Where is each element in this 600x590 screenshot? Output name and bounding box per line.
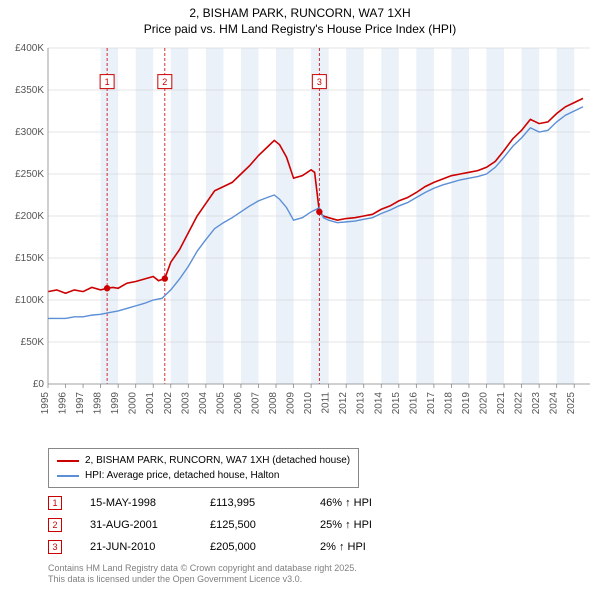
svg-text:2019: 2019: [461, 392, 472, 415]
legend-row: HPI: Average price, detached house, Halt…: [57, 468, 350, 483]
svg-text:£150K: £150K: [15, 253, 44, 264]
sale-date: 21-JUN-2010: [90, 541, 210, 553]
sale-date: 31-AUG-2001: [90, 519, 210, 531]
svg-text:£0: £0: [33, 379, 45, 390]
title-subtitle: Price paid vs. HM Land Registry's House …: [0, 22, 600, 38]
svg-text:2005: 2005: [215, 392, 226, 415]
sale-delta: 46% ↑ HPI: [320, 497, 430, 509]
svg-text:2016: 2016: [408, 392, 419, 415]
svg-text:2014: 2014: [373, 392, 384, 415]
svg-text:2020: 2020: [479, 392, 490, 415]
chart-container: 2, BISHAM PARK, RUNCORN, WA7 1XH Price p…: [0, 0, 600, 590]
svg-text:2011: 2011: [321, 392, 332, 414]
svg-text:2017: 2017: [426, 392, 437, 415]
svg-text:2002: 2002: [163, 392, 174, 415]
svg-text:2021: 2021: [496, 392, 507, 415]
svg-text:2010: 2010: [303, 392, 314, 415]
svg-text:3: 3: [317, 77, 322, 87]
svg-text:2006: 2006: [233, 392, 244, 415]
chart: £0 £50K £100K £150K £200K £250K £300K £350K £400…: [0, 42, 600, 442]
svg-text:2000: 2000: [128, 392, 139, 415]
sale-date: 15-MAY-1998: [90, 497, 210, 509]
svg-text:1996: 1996: [58, 392, 69, 415]
svg-text:£200K: £200K: [15, 211, 44, 222]
svg-text:1999: 1999: [110, 392, 121, 415]
svg-text:£350K: £350K: [15, 85, 44, 96]
footer: Contains HM Land Registry data © Crown c…: [48, 563, 357, 586]
sale-delta: 25% ↑ HPI: [320, 519, 430, 531]
chart-svg: £0 £50K £100K £150K £200K £250K £300K £350K £400…: [0, 42, 600, 442]
sales-row: 3 21-JUN-2010£205,0002% ↑ HPI: [48, 536, 430, 558]
svg-text:2023: 2023: [531, 392, 542, 415]
footer-line1: Contains HM Land Registry data © Crown c…: [48, 563, 357, 575]
svg-text:£300K: £300K: [15, 127, 44, 138]
sale-price: £113,995: [210, 497, 320, 509]
sales-row: 2 31-AUG-2001£125,50025% ↑ HPI: [48, 514, 430, 536]
svg-text:£100K: £100K: [15, 295, 44, 306]
sale-price: £205,000: [210, 541, 320, 553]
svg-text:2022: 2022: [514, 392, 525, 415]
svg-text:2015: 2015: [391, 392, 402, 415]
title-block: 2, BISHAM PARK, RUNCORN, WA7 1XH Price p…: [0, 0, 600, 37]
svg-text:2004: 2004: [198, 392, 209, 415]
svg-text:2018: 2018: [443, 392, 454, 415]
svg-text:£50K: £50K: [21, 337, 45, 348]
svg-text:2025: 2025: [566, 392, 577, 415]
legend-label: HPI: Average price, detached house, Halt…: [85, 468, 279, 483]
svg-text:1998: 1998: [93, 392, 104, 415]
svg-text:2007: 2007: [250, 392, 261, 415]
legend-row: 2, BISHAM PARK, RUNCORN, WA7 1XH (detach…: [57, 453, 350, 468]
svg-text:£250K: £250K: [15, 169, 44, 180]
svg-text:2001: 2001: [145, 392, 156, 415]
svg-text:2008: 2008: [268, 392, 279, 415]
legend-label: 2, BISHAM PARK, RUNCORN, WA7 1XH (detach…: [85, 453, 350, 468]
svg-text:2012: 2012: [338, 392, 349, 415]
svg-text:£400K: £400K: [15, 43, 44, 54]
svg-text:1: 1: [105, 77, 110, 87]
sale-price: £125,500: [210, 519, 320, 531]
svg-text:2009: 2009: [286, 392, 297, 415]
svg-text:2013: 2013: [356, 392, 367, 415]
svg-text:2003: 2003: [180, 392, 191, 415]
sale-delta: 2% ↑ HPI: [320, 541, 430, 553]
sales-row: 1 15-MAY-1998£113,99546% ↑ HPI: [48, 492, 430, 514]
svg-text:2024: 2024: [549, 392, 560, 415]
sale-marker: 3: [48, 540, 62, 554]
sale-marker: 1: [48, 496, 62, 510]
svg-text:1997: 1997: [75, 392, 86, 415]
sale-marker: 2: [48, 518, 62, 532]
title-address: 2, BISHAM PARK, RUNCORN, WA7 1XH: [0, 6, 600, 22]
legend-swatch: [57, 460, 79, 462]
legend: 2, BISHAM PARK, RUNCORN, WA7 1XH (detach…: [48, 448, 359, 488]
sales-table: 1 15-MAY-1998£113,99546% ↑ HPI 2 31-AUG-200…: [48, 492, 430, 558]
svg-text:2: 2: [162, 77, 167, 87]
legend-swatch: [57, 475, 79, 477]
footer-line2: This data is licensed under the Open Gov…: [48, 574, 357, 586]
svg-text:1995: 1995: [40, 392, 51, 415]
